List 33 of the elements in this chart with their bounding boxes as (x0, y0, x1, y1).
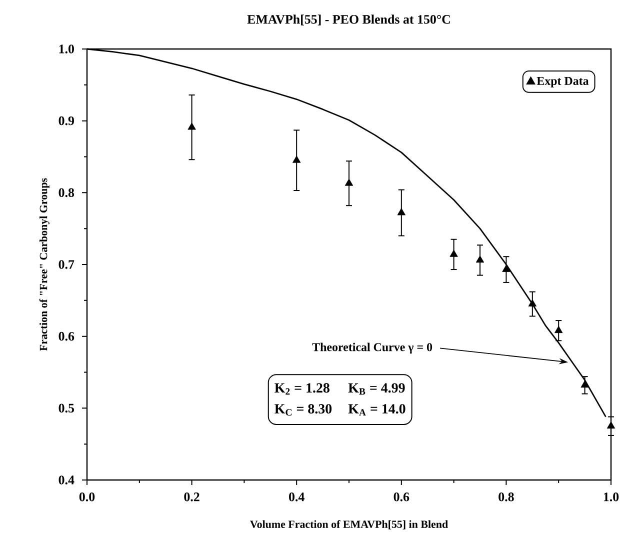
y-tick-label: 0.6 (58, 332, 74, 341)
y-tick-label: 0.9 (58, 116, 74, 126)
annotation: K$_{A}$ = 14.0 (348, 404, 406, 416)
x-tick-label: 0.2 (184, 492, 200, 502)
y-tick-label: 1.0 (59, 44, 74, 54)
point (344, 178, 354, 186)
annotation: K$_{B}$ = 4.99 (348, 383, 405, 395)
point (292, 156, 301, 163)
legend-label: Expt Data (536, 77, 589, 88)
y-tick-label: 0.4 (58, 476, 74, 484)
point (476, 256, 484, 263)
point (528, 299, 536, 306)
annotation: K$_{2}$ = 1.28 (274, 383, 330, 395)
y-tick-label: 0.8 (58, 188, 74, 198)
x-tick-label: 0.0 (79, 492, 95, 502)
y-tick-label: 0.7 (58, 260, 74, 269)
annotation: Theoretical Curve γ = 0 (312, 342, 432, 354)
point (554, 326, 563, 334)
x-tick-label: 1.0 (604, 492, 619, 502)
y-tick-label: 0.5 (58, 404, 74, 413)
point (397, 208, 406, 216)
point (188, 122, 196, 130)
chart-title: EMAVPh[55] - PEO Blends at 150°C (247, 14, 450, 26)
x-tick-label: 0.8 (498, 492, 514, 502)
point (502, 264, 510, 272)
annotation: K$_{C}$ = 8.30 (274, 404, 332, 416)
x-tick-label: 0.4 (289, 492, 304, 502)
y-axis-title: Fraction of "Free" Carbonyl Groups (39, 178, 50, 351)
point (580, 380, 589, 388)
x-axis-title: Volume Fraction of EMAVPh[55] in Blend (250, 520, 448, 530)
x-tick-label: 0.6 (394, 492, 410, 502)
point (606, 421, 616, 429)
point (450, 250, 458, 257)
